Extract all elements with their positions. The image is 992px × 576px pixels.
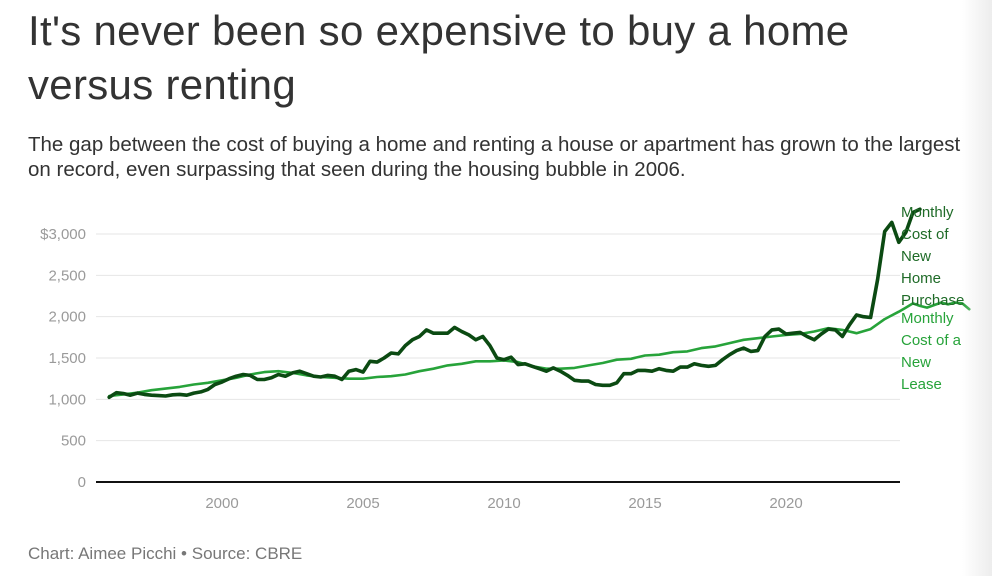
purchase-series-label: Purchase (901, 292, 964, 309)
x-axis-ticks: 2000 2005 2010 2015 2020 (205, 495, 802, 512)
purchase-series-label: Home (901, 270, 941, 287)
purchase-series-label: Cost of (901, 226, 949, 243)
x-tick-label: 2005 (346, 495, 379, 512)
y-tick-label: 1,000 (48, 391, 86, 408)
chart-credit: Chart: Aimee Picchi • Source: CBRE (28, 544, 303, 563)
y-tick-label: 2,000 (48, 309, 86, 326)
purchase-cost-line (107, 207, 922, 400)
lease-series-label: Monthly (901, 310, 954, 327)
x-tick-label: 2015 (628, 495, 661, 512)
x-tick-label: 2020 (769, 495, 802, 512)
y-axis-ticks: 0 500 1,000 1,500 2,000 2,500 $3,000 (40, 226, 86, 491)
y-tick-label: $3,000 (40, 226, 86, 243)
y-tick-label: 0 (78, 474, 86, 491)
purchase-series-label: Monthly (901, 204, 954, 221)
y-tick-label: 500 (61, 433, 86, 450)
purchase-series-label: New (901, 248, 931, 265)
x-tick-label: 2010 (487, 495, 520, 512)
lease-cost-line (107, 301, 971, 398)
lease-series-label: New (901, 354, 931, 371)
lease-series-label: Lease (901, 376, 942, 393)
chart-subtitle: The gap between the cost of buying a hom… (28, 133, 961, 181)
lease-series-label: Cost of a (901, 332, 962, 349)
y-tick-label: 2,500 (48, 267, 86, 284)
series-lines (107, 207, 971, 400)
chart-title: It's never been so expensive to buy a ho… (28, 7, 850, 108)
edge-shade (962, 0, 992, 576)
y-tick-label: 1,500 (48, 350, 86, 367)
x-tick-label: 2000 (205, 495, 238, 512)
